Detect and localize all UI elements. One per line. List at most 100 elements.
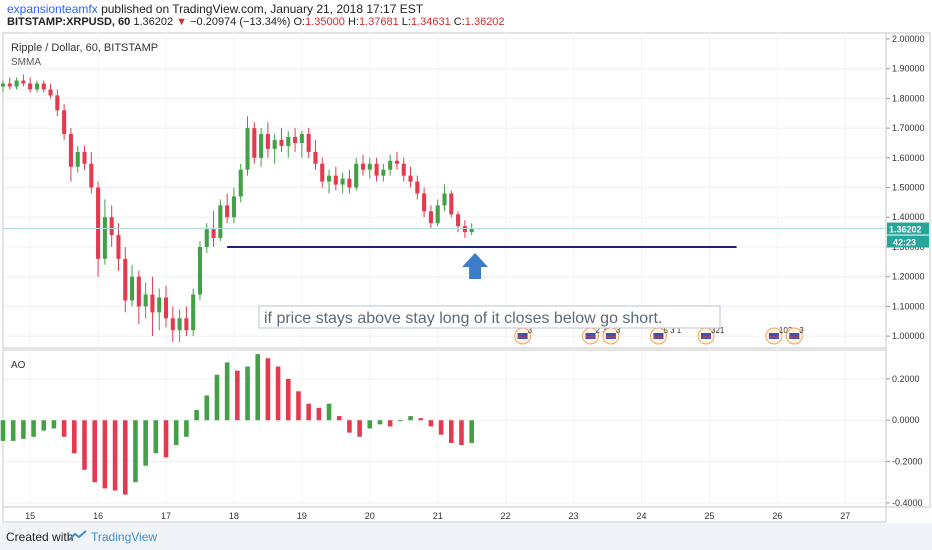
ao-bar bbox=[204, 395, 210, 421]
candle-body bbox=[170, 318, 175, 331]
candle-body bbox=[143, 294, 148, 307]
candle-body bbox=[272, 139, 277, 149]
candle-body bbox=[197, 246, 203, 295]
price-tick-label: 1.00000 bbox=[892, 331, 925, 341]
ao-bar bbox=[41, 420, 47, 431]
candle-body bbox=[218, 205, 223, 239]
ao-bar bbox=[306, 403, 311, 421]
published-text: published on TradingView.com, January 21… bbox=[97, 2, 424, 16]
ao-bar bbox=[448, 420, 454, 443]
flag-icon bbox=[605, 333, 616, 339]
close-label: C: bbox=[453, 16, 465, 28]
candle-body bbox=[82, 151, 87, 164]
candle-body bbox=[340, 178, 345, 185]
time-axis[interactable] bbox=[2, 506, 887, 523]
price-change: −0.20974 (−13.34%) bbox=[190, 16, 291, 28]
candle-body bbox=[388, 160, 393, 170]
candle-body bbox=[177, 318, 182, 331]
price-tick-label: 1.10000 bbox=[892, 301, 925, 311]
close-value: 1.36202 bbox=[464, 16, 505, 28]
time-tick-label: 17 bbox=[161, 511, 171, 521]
price-axis[interactable] bbox=[885, 32, 931, 508]
ao-bar bbox=[336, 416, 342, 421]
ao-tick-label: 0.0000 bbox=[892, 415, 920, 425]
ao-bar bbox=[367, 420, 373, 429]
candle-body bbox=[293, 137, 298, 143]
candle-body bbox=[157, 297, 162, 313]
ao-bar bbox=[255, 354, 261, 421]
candle-body bbox=[469, 228, 474, 233]
symbol-name[interactable]: BITSTAMP:XRPUSD, 60 bbox=[7, 16, 131, 28]
ao-bar bbox=[398, 420, 403, 422]
candle-body bbox=[381, 169, 386, 176]
event-count: 102 bbox=[779, 326, 793, 335]
event-count: 3 bbox=[799, 326, 804, 335]
candle-body bbox=[374, 163, 379, 176]
ao-bar bbox=[438, 420, 444, 435]
candle-body bbox=[136, 276, 141, 307]
ao-bar bbox=[184, 420, 189, 437]
ao-bar bbox=[245, 366, 250, 421]
created-with-text: Created with bbox=[6, 530, 74, 544]
flag-icon bbox=[768, 333, 779, 339]
ao-pane[interactable] bbox=[2, 349, 887, 508]
candle-body bbox=[238, 169, 243, 197]
candle-body bbox=[326, 175, 332, 182]
ao-title: AO bbox=[11, 360, 26, 371]
candle-body bbox=[130, 276, 135, 301]
ao-bar bbox=[275, 366, 281, 421]
open-label: O: bbox=[293, 16, 306, 28]
author-link[interactable]: expansionteamfx bbox=[7, 2, 98, 16]
last-price: 1.36202 bbox=[133, 16, 174, 28]
ao-tick-label: -0.2000 bbox=[892, 457, 923, 467]
price-tick-label: 1.50000 bbox=[892, 183, 925, 193]
price-tick-label: 1.20000 bbox=[892, 272, 925, 282]
ao-bar bbox=[0, 420, 6, 441]
candle-body bbox=[75, 151, 80, 167]
down-triangle-icon: ▼ bbox=[176, 16, 188, 28]
candle-body bbox=[449, 193, 454, 215]
candle-body bbox=[367, 163, 372, 170]
candle-body bbox=[211, 229, 216, 239]
candle-body bbox=[408, 175, 413, 182]
candle-body bbox=[286, 137, 291, 146]
ao-tick-label: -0.4000 bbox=[892, 498, 923, 508]
candle-body bbox=[48, 89, 53, 96]
time-tick-label: 23 bbox=[569, 511, 579, 521]
tradingview-brand-link[interactable]: TradingView bbox=[91, 530, 158, 544]
flag-icon bbox=[585, 333, 596, 339]
event-count: 321 bbox=[711, 326, 725, 335]
candle-body bbox=[394, 160, 399, 164]
candle-body bbox=[333, 175, 338, 185]
annotation-text: if price stays above stay long of it clo… bbox=[264, 310, 662, 327]
annotation-box[interactable] bbox=[258, 305, 721, 329]
ao-bar bbox=[102, 420, 108, 489]
ao-bar bbox=[214, 374, 220, 421]
candle-body bbox=[41, 83, 46, 90]
time-tick-label: 15 bbox=[25, 511, 35, 521]
ao-bar bbox=[387, 420, 393, 427]
time-tick-label: 21 bbox=[433, 511, 443, 521]
candle-body bbox=[231, 196, 236, 218]
ao-bar bbox=[31, 420, 36, 437]
countdown-value: 42:23 bbox=[893, 238, 916, 248]
candle-body bbox=[7, 83, 12, 87]
candle-body bbox=[109, 217, 114, 236]
chart-area[interactable]: 2.00000 1.90000 1.80000 1.70000 1.60000 1.500… bbox=[0, 30, 932, 523]
ao-bar bbox=[224, 362, 230, 421]
candle-body bbox=[259, 134, 264, 158]
ao-bar bbox=[285, 378, 291, 421]
ao-bar bbox=[357, 420, 362, 437]
candle-body bbox=[401, 163, 406, 176]
candle-body bbox=[320, 163, 325, 182]
candle-body bbox=[462, 226, 467, 233]
candle-body bbox=[150, 294, 155, 313]
candle-body bbox=[0, 83, 6, 87]
candle-body bbox=[191, 294, 196, 331]
price-tick-label: 1.80000 bbox=[892, 93, 925, 103]
open-value: 1.35000 bbox=[305, 16, 345, 28]
ao-bar bbox=[61, 420, 67, 437]
indicator-label: SMMA bbox=[11, 57, 41, 68]
ao-bar bbox=[265, 358, 271, 421]
ao-bar bbox=[428, 420, 434, 427]
